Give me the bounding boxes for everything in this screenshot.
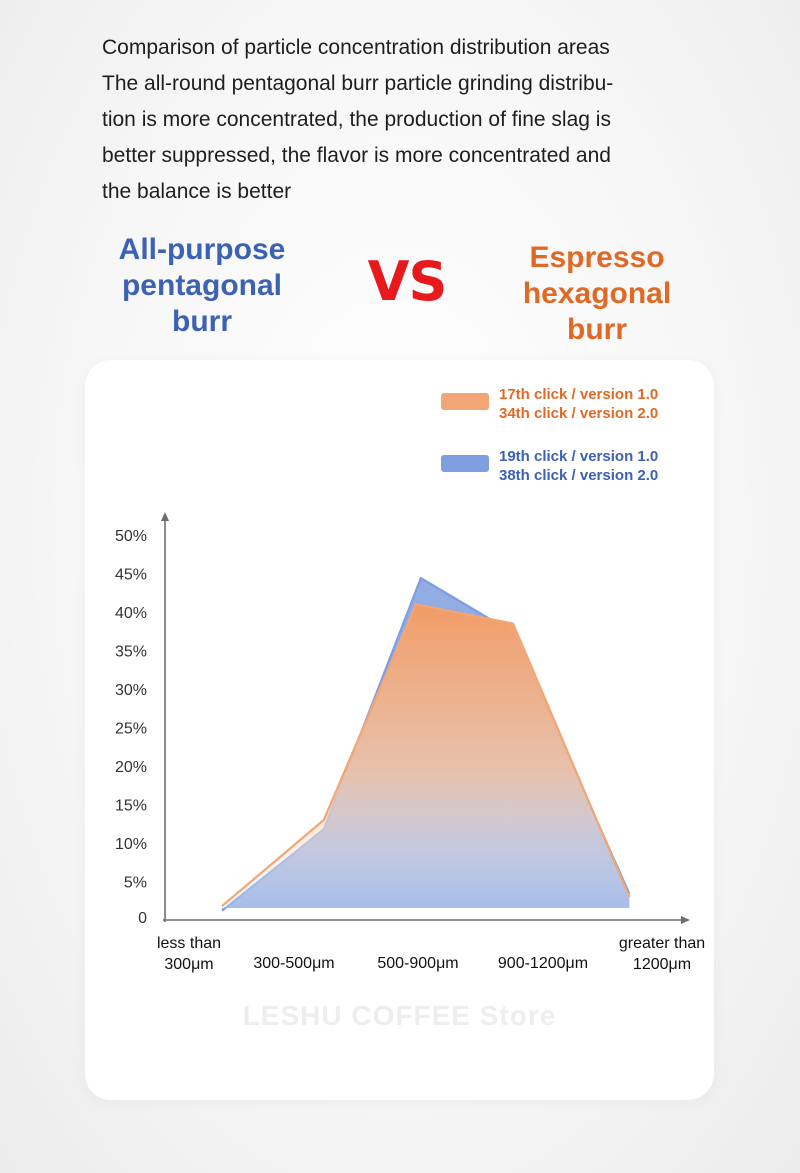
x-tick-label: 500-900μm [377,955,458,972]
y-tick-label: 30% [115,682,147,699]
y-tick-label: 40% [115,605,147,622]
x-tick-label: greater than 1200μm [619,935,705,973]
y-axis-arrow [161,512,169,521]
y-tick-label: 50% [115,528,147,545]
x-axis-arrow [681,916,690,924]
y-tick-label: 45% [115,567,147,584]
y-tick-label: 0 [138,910,147,927]
y-tick-label: 35% [115,644,147,661]
y-tick-label: 20% [115,759,147,776]
y-tick-label: 5% [124,875,147,892]
x-tick-label: 900-1200μm [498,955,588,972]
chart-series [222,578,630,911]
legend-swatch [441,393,489,410]
y-tick-label: 15% [115,798,147,815]
x-tick-label: less than 300μm [157,935,221,973]
chart-legend: 17th click / version 1.0 34th click / ver… [441,386,658,484]
legend-label: 17th click / version 1.0 34th click / ver… [499,386,658,422]
legend-label: 19th click / version 1.0 38th click / ver… [499,448,658,484]
x-tick-label: 300-500μm [253,955,334,972]
legend-swatch [441,455,489,472]
store-watermark: LESHU COFFEE Store [85,1000,714,1032]
y-tick-label: 10% [115,836,147,853]
y-tick-label: 25% [115,721,147,738]
